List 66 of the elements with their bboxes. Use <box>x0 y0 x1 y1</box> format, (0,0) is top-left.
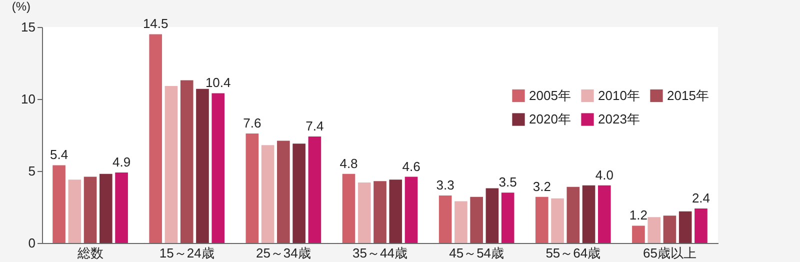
data-label: 4.9 <box>112 154 131 170</box>
bar <box>308 136 322 243</box>
x-tick-label: 45～54歳 <box>449 246 504 260</box>
legend-label: 2020年 <box>529 112 571 126</box>
data-label: 3.5 <box>498 174 517 190</box>
bar <box>454 201 468 243</box>
bar <box>246 134 259 243</box>
bar <box>678 211 692 243</box>
bar <box>648 217 660 243</box>
data-label: 10.4 <box>205 75 231 90</box>
bar <box>277 140 290 243</box>
y-tick-label: 0 <box>28 236 36 250</box>
x-tick-label: 15～24歳 <box>159 246 214 260</box>
bar <box>196 88 209 243</box>
data-label: 7.6 <box>243 116 262 131</box>
data-label: 4.0 <box>595 167 614 182</box>
bar <box>68 180 82 243</box>
data-label: 7.4 <box>306 118 324 134</box>
bar <box>632 226 645 243</box>
bar <box>261 145 274 243</box>
data-label: 3.3 <box>436 177 454 192</box>
x-tick-label: 55～64歳 <box>546 246 601 260</box>
bar <box>212 93 225 243</box>
legend-label: 2005年 <box>529 88 571 103</box>
x-tick-label: 25～34歳 <box>256 246 311 260</box>
bar <box>470 196 483 243</box>
bar <box>486 188 499 243</box>
y-tick-label: 5 <box>28 164 36 178</box>
bar <box>115 172 128 243</box>
bar <box>582 185 596 243</box>
bar <box>598 185 611 243</box>
data-label: 14.5 <box>142 16 168 32</box>
y-axis-title: (%) <box>12 0 30 14</box>
bar <box>292 144 306 243</box>
y-tick-label: 15 <box>21 20 36 34</box>
bar <box>342 174 356 243</box>
legend-label: 2015年 <box>667 88 709 103</box>
data-label: 4.6 <box>402 158 420 174</box>
bar <box>501 192 514 243</box>
bar <box>374 181 386 243</box>
bar <box>164 86 178 243</box>
x-tick-label: 35～44歳 <box>352 246 408 260</box>
bar <box>566 186 580 243</box>
bar <box>535 196 548 243</box>
bar <box>663 216 676 243</box>
bar <box>404 176 418 243</box>
x-tick-label: 65歳以上 <box>642 246 696 260</box>
legend-label: 2010年 <box>598 88 640 103</box>
bar <box>358 182 371 243</box>
x-tick-label: 総数 <box>76 246 104 260</box>
data-label: 2.4 <box>692 190 710 206</box>
data-label: 4.8 <box>340 156 358 171</box>
bar <box>438 195 452 243</box>
data-label: 1.2 <box>629 208 648 223</box>
bar <box>694 208 708 243</box>
bar <box>180 80 194 243</box>
bar <box>84 176 97 243</box>
bar <box>551 198 564 243</box>
y-tick-label: 10 <box>21 92 36 106</box>
legend-label: 2023年 <box>598 112 640 126</box>
bar <box>389 180 402 243</box>
data-label: 3.2 <box>532 178 551 194</box>
data-label: 5.4 <box>50 147 68 162</box>
bar <box>52 165 66 243</box>
bar <box>149 34 162 243</box>
bar <box>100 174 112 243</box>
